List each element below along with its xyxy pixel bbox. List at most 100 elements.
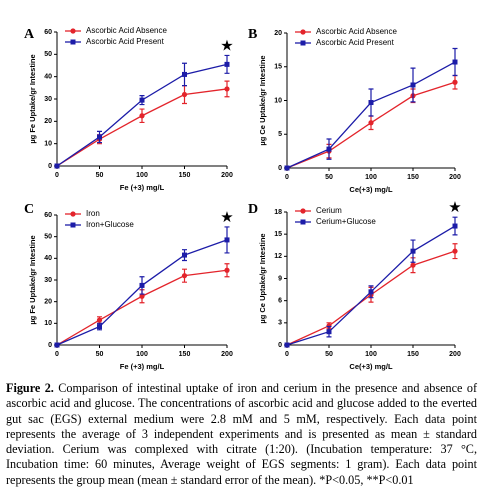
y-tick-label: 30: [44, 277, 52, 284]
x-axis-label: Ce(+3) mg/L: [349, 185, 393, 194]
y-tick-label: 60: [44, 212, 52, 219]
legend-label: Ascorbic Acid Absence: [86, 26, 167, 35]
y-tick-label: 50: [44, 51, 52, 58]
x-axis-label: Fe (+3) mg/L: [120, 362, 165, 371]
x-tick-label: 150: [179, 351, 191, 358]
x-tick-label: 0: [55, 172, 59, 179]
y-tick-label: 0: [278, 342, 282, 349]
marker: [97, 324, 102, 330]
legend-marker: [70, 211, 76, 217]
y-tick-label: 5: [278, 131, 282, 138]
marker: [181, 91, 188, 98]
x-tick-label: 150: [179, 172, 191, 179]
marker: [224, 86, 230, 92]
y-tick-label: 3: [278, 320, 282, 327]
marker: [368, 289, 374, 295]
marker: [368, 100, 374, 106]
y-axis-label: µg Fe Uptake/gr Intestine: [28, 235, 37, 324]
marker: [182, 71, 187, 77]
chart-panel: C 0 10 20 30 40 50 60 0 50 100 150 200 Fe (+3) mg/L µg…: [24, 202, 234, 371]
x-tick-label: 150: [407, 174, 419, 181]
legend-label: Iron: [86, 209, 100, 218]
y-tick-label: 20: [274, 30, 282, 37]
legend-marker: [70, 39, 76, 45]
y-tick-label: 9: [278, 275, 282, 282]
chart-panel: A 0 10 20 30 40 50 60 0 50 100 150 200 Fe (+3) mg/L µg…: [24, 26, 234, 192]
marker: [368, 120, 374, 126]
legend-marker: [300, 208, 306, 214]
marker: [452, 248, 458, 254]
y-axis-label: µg Fe Uptake/gr Intestine: [28, 54, 37, 143]
caption-label: Figure 2.: [6, 381, 54, 395]
marker: [182, 252, 187, 258]
marker: [181, 273, 188, 279]
y-tick-label: 18: [274, 209, 282, 216]
x-tick-label: 100: [365, 351, 377, 358]
y-tick-label: 10: [44, 141, 52, 148]
y-tick-label: 30: [44, 96, 52, 103]
y-tick-label: 0: [48, 342, 52, 349]
x-tick-label: 50: [325, 351, 333, 358]
y-axis-label: µg Ce Uptake/gr Intestine: [258, 233, 267, 323]
x-tick-label: 200: [221, 172, 233, 179]
panel-label: C: [24, 202, 34, 217]
x-tick-label: 150: [407, 351, 419, 358]
x-axis-label: Fe (+3) mg/L: [120, 183, 165, 192]
y-tick-label: 10: [274, 97, 282, 104]
marker: [97, 134, 102, 140]
marker: [96, 317, 103, 323]
legend-marker: [300, 219, 306, 225]
x-tick-label: 100: [136, 172, 148, 179]
y-tick-label: 50: [44, 234, 52, 241]
x-tick-label: 50: [96, 351, 104, 358]
marker: [224, 267, 230, 273]
legend-label: Cerium+Glucose: [316, 217, 376, 226]
legend-marker: [300, 40, 306, 46]
legend-label: Iron+Glucose: [86, 220, 134, 229]
marker: [410, 262, 416, 268]
legend-marker: [300, 29, 306, 35]
marker: [284, 342, 290, 348]
caption: Figure 2. Comparison of intestinal uptak…: [6, 381, 477, 488]
marker: [326, 146, 332, 152]
marker: [54, 163, 60, 169]
legend-label: Cerium: [316, 206, 342, 215]
y-tick-label: 0: [278, 165, 282, 172]
marker: [139, 97, 145, 103]
x-tick-label: 0: [285, 174, 289, 181]
marker: [452, 223, 458, 229]
y-tick-label: 15: [274, 64, 282, 71]
legend-label: Ascorbic Acid Present: [316, 38, 395, 47]
y-tick-label: 20: [44, 118, 52, 125]
significance-star: ★: [220, 37, 233, 54]
x-tick-label: 0: [55, 351, 59, 358]
panel-label: D: [248, 202, 258, 217]
panel-label: B: [248, 27, 257, 42]
y-tick-label: 0: [48, 163, 52, 170]
marker: [139, 282, 145, 288]
x-tick-label: 100: [365, 174, 377, 181]
caption-text: Comparison of intestinal uptake of iron …: [6, 381, 478, 487]
significance-star: ★: [220, 209, 233, 226]
x-tick-label: 200: [449, 174, 461, 181]
marker: [410, 82, 416, 88]
x-tick-label: 200: [449, 351, 461, 358]
y-tick-label: 6: [278, 298, 282, 305]
x-axis-label: Ce(+3) mg/L: [349, 362, 393, 371]
legend-marker: [70, 28, 76, 34]
y-tick-label: 40: [44, 255, 52, 262]
x-tick-label: 200: [221, 351, 233, 358]
marker: [139, 113, 145, 119]
marker: [139, 293, 145, 299]
marker: [284, 165, 290, 171]
marker: [452, 59, 458, 65]
marker: [54, 342, 60, 348]
marker: [326, 329, 332, 335]
x-tick-label: 50: [96, 172, 104, 179]
marker: [410, 248, 416, 254]
x-tick-label: 100: [136, 351, 148, 358]
legend-marker: [70, 222, 76, 228]
